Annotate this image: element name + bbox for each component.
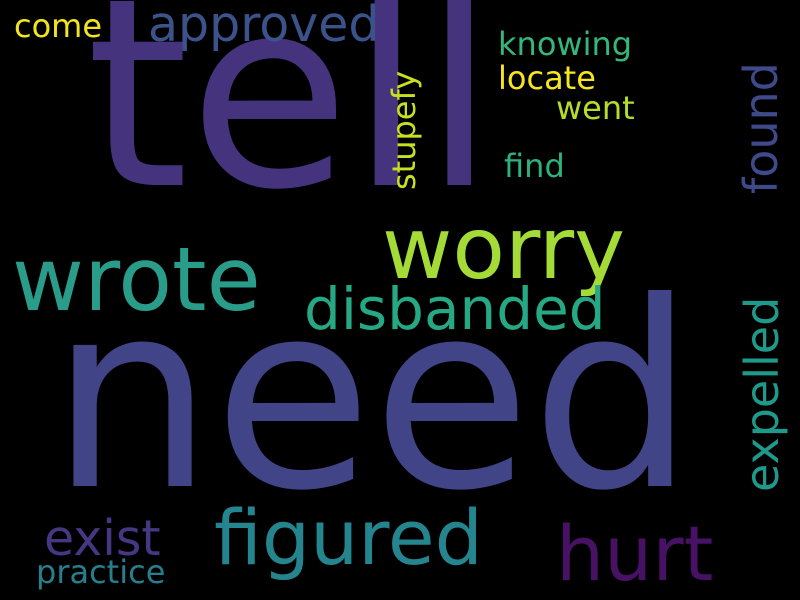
- word-practice: practice: [36, 553, 166, 591]
- word-exist: exist: [44, 510, 161, 567]
- word-found: found: [734, 62, 788, 194]
- word-knowing: knowing: [498, 25, 633, 63]
- word-wrote: wrote: [12, 228, 261, 331]
- word-figured: figured: [214, 493, 483, 582]
- word-need: need: [50, 247, 695, 547]
- word-find: find: [504, 147, 565, 185]
- word-tell: tell: [86, 0, 496, 247]
- word-worry: worry: [382, 199, 626, 299]
- word-stupefy: stupefy: [385, 70, 423, 190]
- word-expelled: expelled: [735, 296, 789, 492]
- word-approved: approved: [148, 0, 380, 53]
- word-come: come: [14, 7, 103, 45]
- word-disbanded: disbanded: [304, 275, 606, 343]
- word-locate: locate: [498, 59, 596, 97]
- word-went: went: [556, 89, 635, 127]
- word-hurt: hurt: [556, 509, 714, 598]
